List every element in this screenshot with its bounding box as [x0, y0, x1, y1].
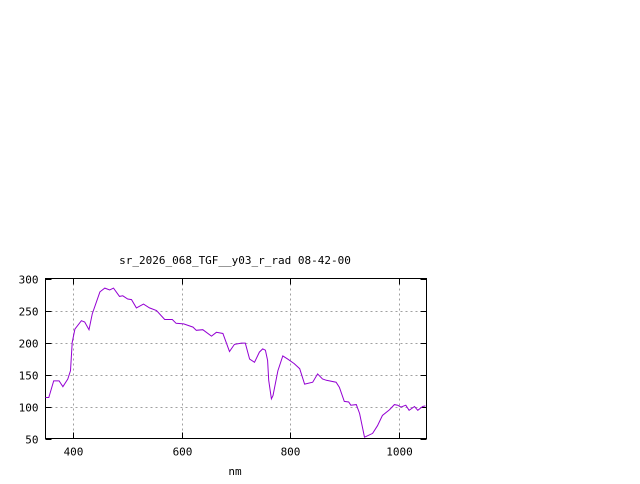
chart-title: sr_2026_068_TGF__y03_r_rad 08-42-00 — [119, 254, 351, 267]
series-line — [45, 287, 426, 438]
y-tick-label: 300 — [19, 274, 39, 287]
y-tick-label: 150 — [19, 370, 39, 383]
x-tick-label: 800 — [281, 446, 301, 459]
axis-ticks: 400 600 800 1000 50 100 150 200 250 300 — [19, 274, 427, 459]
grid-lines — [45, 278, 427, 439]
x-tick-label: 400 — [64, 446, 84, 459]
x-tick-label: 600 — [173, 446, 193, 459]
y-tick-label: 100 — [19, 402, 39, 415]
y-tick-label: 250 — [19, 306, 39, 319]
y-tick-label: 200 — [19, 338, 39, 351]
x-axis-label: nm — [228, 465, 242, 478]
x-tick-label: 1000 — [386, 446, 413, 459]
plot-frame — [45, 278, 427, 439]
y-tick-label: 50 — [25, 434, 38, 447]
